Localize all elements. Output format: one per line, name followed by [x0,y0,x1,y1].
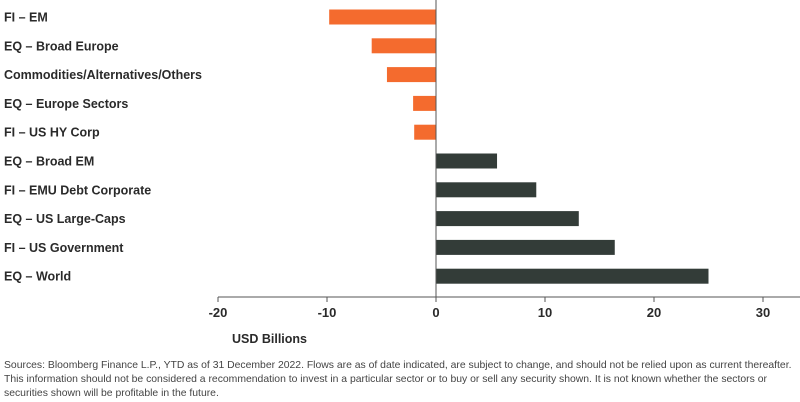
tick-label: -20 [209,305,228,320]
x-axis-title: USD Billions [232,332,307,346]
bar [329,9,436,25]
category-label: FI – EMU Debt Corporate [4,183,151,197]
tick-label: -10 [318,305,337,320]
category-label: EQ – Broad Europe [4,39,119,53]
bar [436,239,615,255]
bar [436,182,537,198]
category-label: EQ – World [4,270,71,284]
category-label: EQ – Broad EM [4,155,94,169]
category-label: FI – EM [4,11,48,25]
tick-label: 0 [432,305,439,320]
category-label: FI – US Government [4,241,124,255]
bar-chart: FI – EM EQ – Broad Europe Commodities/Alte… [4,0,800,346]
category-label: Commodities/Alternatives/Others [4,68,202,82]
bar [436,268,709,284]
category-labels: FI – EM EQ – Broad Europe Commodities/Alte… [4,11,202,284]
bar [414,124,436,140]
bar [386,67,436,83]
bar [413,95,436,111]
category-label: EQ – Europe Sectors [4,97,128,111]
bar [371,38,436,54]
category-label: FI – US HY Corp [4,126,100,140]
tick-label: 30 [756,305,770,320]
bars [329,9,709,284]
tick-label: 10 [538,305,552,320]
category-label: EQ – US Large-Caps [4,212,126,226]
bar [436,211,579,227]
bar [436,153,498,169]
source-footnote: Sources: Bloomberg Finance L.P., YTD as … [4,360,792,399]
x-axis-ticks: -20 -10 0 10 20 30 [209,297,770,320]
tick-label: 20 [647,305,661,320]
